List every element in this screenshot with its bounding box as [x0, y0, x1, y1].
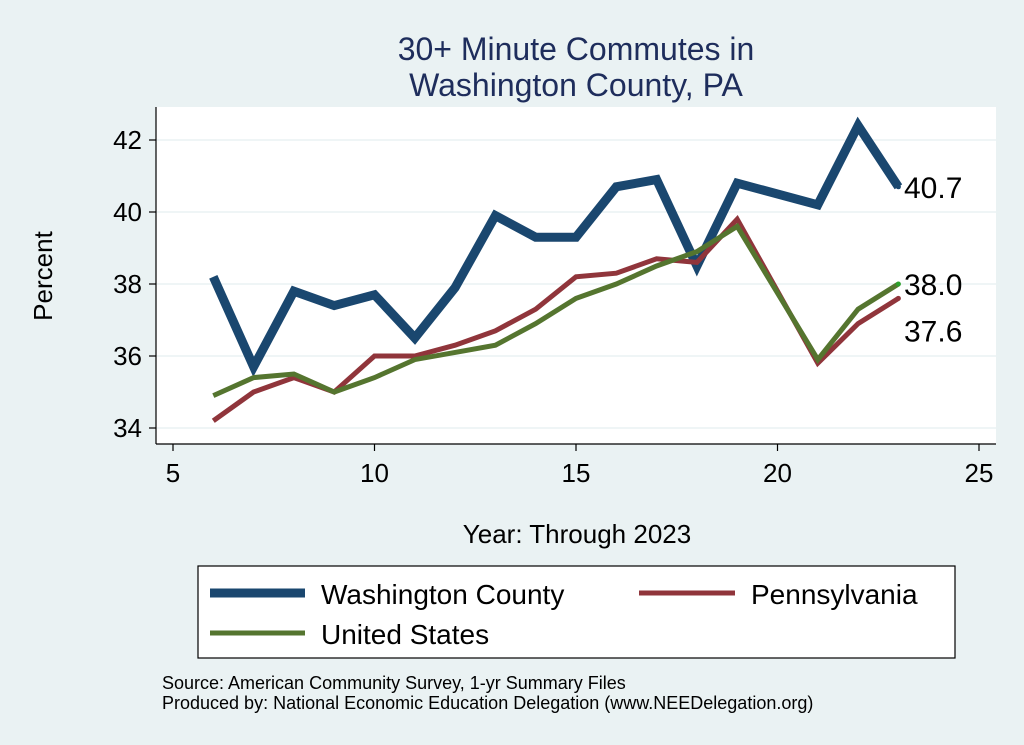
- end-label-pennsylvania: 37.6: [904, 315, 962, 348]
- legend-box: [197, 565, 956, 659]
- series-lines: [209, 116, 903, 423]
- end-marker: [895, 281, 901, 287]
- legend-label-washington-county: Washington County: [321, 579, 564, 610]
- legend: Washington County Pennsylvania United Stat…: [210, 579, 918, 650]
- y-tick-label: 36: [113, 341, 142, 371]
- footer-produced: Produced by: National Economic Education…: [162, 693, 813, 713]
- x-tick-label: 15: [562, 458, 591, 488]
- end-label-washington-county: 40.7: [904, 172, 962, 205]
- y-tick-label: 34: [113, 413, 142, 443]
- x-tick-label: 20: [763, 458, 792, 488]
- x-tick-label: 10: [360, 458, 389, 488]
- y-tick-label: 42: [113, 125, 142, 155]
- x-tick-label: 5: [166, 458, 180, 488]
- y-tick-label: 40: [113, 197, 142, 227]
- end-marker: [895, 184, 901, 190]
- gridlines: [156, 139, 996, 429]
- legend-label-pennsylvania: Pennsylvania: [751, 579, 918, 610]
- x-axis-ticks: 5 10 15 20 25: [166, 444, 994, 488]
- chart-title-line-1: 30+ Minute Commutes in: [398, 31, 755, 67]
- x-axis-label: Year: Through 2023: [463, 519, 691, 549]
- end-label-united-states: 38.0: [904, 269, 962, 302]
- end-marker: [895, 295, 901, 301]
- end-labels: 40.7 37.6 38.0: [895, 172, 962, 348]
- footer-source: Source: American Community Survey, 1-yr …: [162, 673, 626, 693]
- y-tick-label: 38: [113, 269, 142, 299]
- chart-title-line-2: Washington County, PA: [409, 67, 743, 103]
- y-axis-label: Percent: [28, 230, 58, 320]
- x-tick-label: 25: [965, 458, 994, 488]
- legend-label-united-states: United States: [321, 619, 489, 650]
- y-axis-ticks: 34 36 38 40 42: [113, 125, 156, 443]
